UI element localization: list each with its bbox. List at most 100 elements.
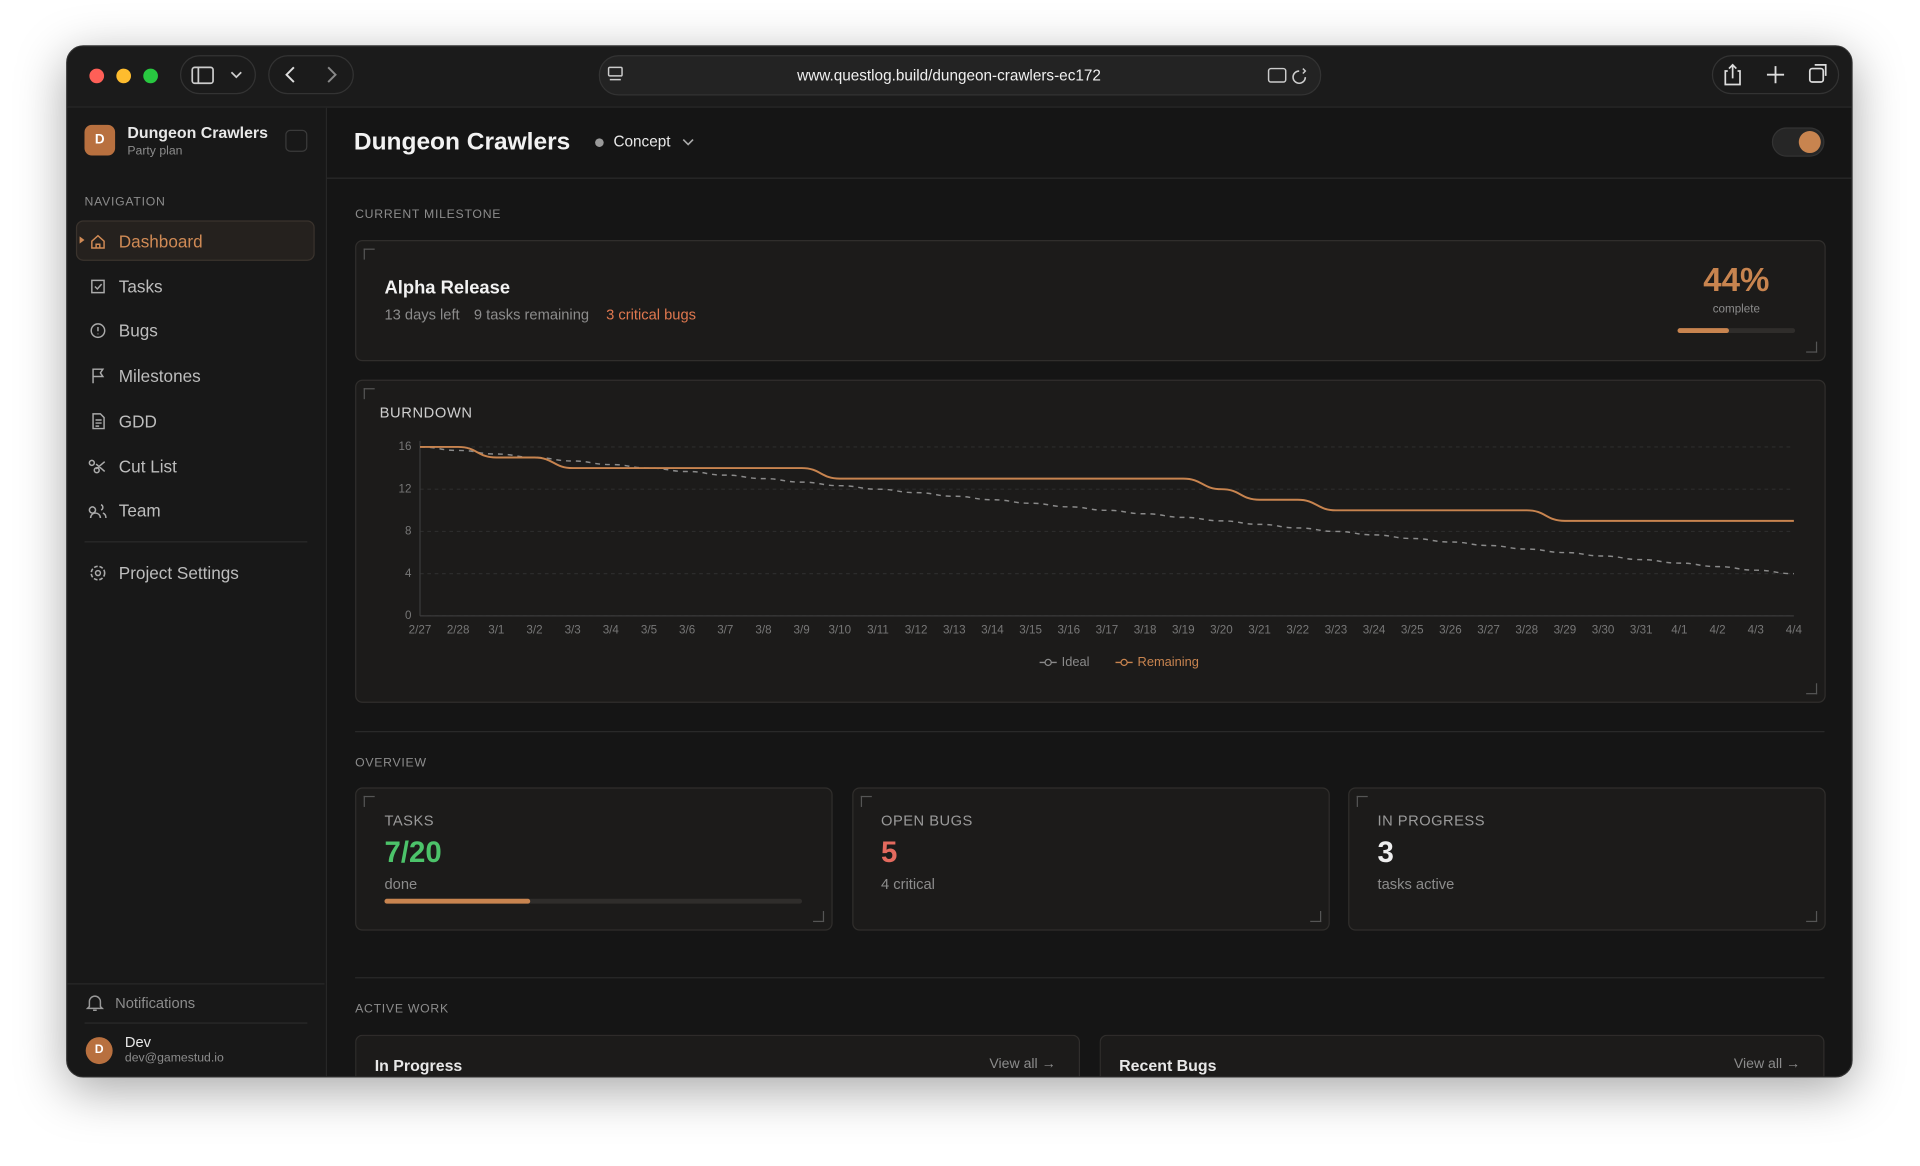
close-button[interactable]: [89, 68, 105, 84]
history-buttons[interactable]: [268, 55, 354, 95]
x-tick-label: 3/19: [1172, 624, 1195, 637]
sidebar-toggle[interactable]: [180, 55, 256, 95]
section-heading: ACTIVE WORK: [355, 1002, 449, 1017]
nav-icon: [91, 279, 105, 294]
divider: [84, 541, 308, 543]
y-tick-label: 16: [398, 440, 411, 453]
progress-track: [384, 898, 803, 904]
progress-fill: [1677, 328, 1730, 334]
zoom-button[interactable]: [143, 68, 158, 84]
window-actions[interactable]: [1711, 55, 1840, 95]
icon-shape: [92, 368, 105, 384]
section-heading: CURRENT MILESTONE: [355, 208, 502, 222]
x-tick-label: 3/7: [717, 624, 733, 637]
nav-icon: [92, 368, 105, 384]
bell-icon: [85, 995, 105, 1011]
icon-shape: [92, 412, 105, 430]
divider: [355, 731, 1825, 733]
divider: [355, 977, 1825, 979]
user-avatar: D: [85, 1037, 113, 1065]
x-tick-label: 3/5: [641, 624, 657, 637]
x-tick-label: 3/16: [1057, 624, 1080, 637]
x-tick-label: 3/12: [905, 624, 928, 637]
x-tick-label: 3/14: [981, 624, 1004, 637]
status-dot: [595, 138, 604, 147]
project-name: Dungeon Crawlers: [127, 123, 268, 142]
view-all-link[interactable]: View all →: [989, 1057, 1056, 1072]
status-select[interactable]: Concept: [613, 133, 671, 151]
y-tick-label: 0: [405, 609, 412, 622]
x-tick-label: 3/21: [1248, 624, 1271, 637]
x-tick-label: 3/13: [943, 624, 966, 637]
icon-shape: [90, 323, 106, 339]
panel: [1099, 1034, 1825, 1077]
milestone-card: [355, 240, 1826, 362]
theme-toggle[interactable]: [1771, 127, 1825, 157]
stat-caption: 4 critical: [881, 875, 935, 893]
divider: [84, 1022, 308, 1024]
series-line: [420, 445, 1794, 522]
x-tick-label: 3/4: [603, 624, 620, 637]
x-tick-label: 3/1: [488, 624, 504, 637]
panel: [355, 1034, 1081, 1077]
nav-item[interactable]: GDD: [118, 411, 157, 431]
nav-active[interactable]: [75, 220, 315, 261]
days-left: 13 days left: [384, 306, 460, 324]
x-tick-label: 3/9: [794, 624, 810, 637]
legend-marker: [1120, 658, 1128, 667]
nav-item[interactable]: Bugs: [118, 321, 158, 341]
active-indicator: [79, 236, 85, 244]
divider: [67, 983, 325, 985]
user-name: Dev: [124, 1033, 152, 1051]
burndown-card: [355, 379, 1826, 703]
project-avatar: D: [84, 124, 116, 156]
percent-caption: complete: [1712, 302, 1760, 317]
nav-item[interactable]: Project Settings: [118, 563, 239, 583]
icon-shape: [91, 279, 105, 294]
url: www.questlog.build/dungeon-crawlers-ec17…: [797, 67, 1101, 85]
nav-icon: [91, 234, 105, 249]
view-all-link[interactable]: View all →: [1733, 1057, 1801, 1072]
stat-value: 3: [1377, 836, 1394, 870]
legend-label: Remaining: [1138, 654, 1199, 669]
panel-title: In Progress: [374, 1056, 463, 1075]
stat-caption: tasks active: [1377, 875, 1455, 893]
nav-item[interactable]: Tasks: [118, 276, 163, 296]
x-tick-label: 2/28: [447, 624, 470, 637]
x-tick-label: 4/2: [1709, 624, 1725, 637]
x-tick-label: 3/25: [1401, 624, 1424, 637]
nav-item[interactable]: Cut List: [118, 456, 177, 476]
project-plan: Party plan: [127, 144, 183, 158]
y-tick-label: 4: [405, 567, 412, 580]
x-tick-label: 3/27: [1477, 624, 1500, 637]
settings-icon: [90, 565, 106, 581]
section-heading: OVERVIEW: [355, 756, 427, 771]
series-line: [419, 446, 1794, 575]
icon-shape: [88, 459, 106, 473]
minimize-button[interactable]: [116, 68, 132, 84]
x-tick-label: 3/15: [1019, 624, 1042, 637]
notifications[interactable]: Notifications: [115, 994, 196, 1012]
nav-item[interactable]: Milestones: [118, 366, 201, 386]
nav-item[interactable]: Team: [118, 501, 161, 521]
x-tick-label: 4/1: [1671, 624, 1687, 637]
x-tick-label: 3/24: [1363, 624, 1386, 637]
stat-card: [355, 787, 833, 931]
stat-value: 7/20: [384, 836, 442, 870]
x-tick-label: 4/3: [1748, 624, 1764, 637]
nav-item[interactable]: Dashboard: [118, 231, 203, 252]
x-tick-label: 3/29: [1554, 624, 1577, 637]
milestone-percent: 44%: [1703, 261, 1770, 299]
x-tick-label: 3/2: [526, 624, 542, 637]
stat-caption: done: [384, 875, 418, 893]
y-tick-label: 12: [398, 482, 411, 495]
address-bar[interactable]: [598, 55, 1322, 96]
stat-card: [851, 787, 1330, 931]
chart-title: BURNDOWN: [379, 404, 473, 422]
nav-icon: [92, 412, 105, 430]
x-tick-label: 3/3: [565, 624, 581, 637]
sidebar: [67, 107, 327, 1077]
collapse-button[interactable]: [285, 129, 308, 152]
y-tick-label: 8: [405, 525, 411, 538]
